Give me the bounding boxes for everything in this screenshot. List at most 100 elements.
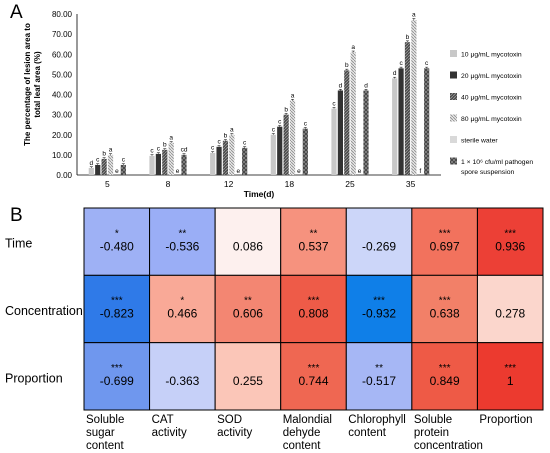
- cell-value: 0.278: [495, 307, 525, 321]
- significance-letter: a: [412, 11, 416, 18]
- heatmap-cell: [411, 274, 478, 344]
- bar: [270, 134, 276, 175]
- significance-letter: c: [399, 60, 403, 67]
- significance-mark: *: [180, 296, 184, 307]
- significance-mark: ***: [308, 363, 320, 374]
- cell-value: -0.536: [165, 239, 199, 253]
- y-axis-title: The percentage of lesion area tototal le…: [23, 23, 42, 146]
- heatmap-cell: [280, 342, 347, 411]
- significance-letter: e: [297, 168, 301, 175]
- x-tick-label: 8: [166, 179, 171, 189]
- heatmap-cell: [280, 274, 347, 344]
- significance-mark: **: [310, 228, 318, 239]
- significance-letter: b: [406, 34, 410, 41]
- significance-mark: ***: [439, 228, 451, 239]
- legend-label: 80 μg/mL mycotoxin: [461, 116, 522, 123]
- row-label: Concentration: [5, 304, 83, 318]
- legend-swatch: [450, 50, 457, 57]
- cell-value: 0.697: [430, 239, 460, 253]
- significance-letter: f: [419, 168, 421, 175]
- panel-label-b: B: [10, 205, 23, 226]
- column-label: Soluble sugar content: [86, 414, 125, 452]
- cell-value: 0.808: [298, 307, 328, 321]
- column-label: SOD activity: [217, 414, 252, 439]
- significance-mark: ***: [439, 296, 451, 307]
- y-tick-label: 70.00: [52, 30, 73, 39]
- cell-value: 1: [507, 374, 514, 388]
- bar: [398, 68, 404, 175]
- y-tick-label: 40.00: [52, 91, 73, 100]
- significance-letter: a: [351, 44, 355, 51]
- column-label: CAT activity: [152, 414, 187, 439]
- column-label: Proportion: [479, 414, 532, 426]
- heatmap-cell: [280, 207, 347, 276]
- heatmap-cell: [149, 207, 216, 276]
- significance-letter: e: [176, 168, 180, 175]
- bar: [302, 128, 308, 175]
- bar: [404, 42, 411, 175]
- x-tick-label: 35: [406, 179, 416, 189]
- heatmap-cell: [411, 342, 478, 411]
- significance-letter: a: [230, 127, 234, 134]
- significance-letter: c: [150, 148, 154, 155]
- significance-mark: ***: [373, 296, 385, 307]
- column-label: Soluble protein concentration: [414, 414, 483, 452]
- cell-value: -0.363: [165, 374, 199, 388]
- heatmap-cell: [214, 342, 282, 411]
- significance-letter: a: [109, 147, 113, 154]
- bar: [120, 164, 126, 175]
- significance-letter: e: [115, 168, 119, 175]
- significance-letter: c: [425, 60, 429, 67]
- x-tick-label: 25: [345, 179, 355, 189]
- heatmap-cell: [149, 274, 216, 344]
- significance-letter: c: [304, 121, 308, 128]
- y-tick-label: 80.00: [52, 10, 73, 19]
- bar: [331, 108, 337, 175]
- bar: [95, 164, 101, 175]
- cell-value: 0.086: [233, 239, 263, 253]
- significance-mark: ***: [504, 363, 516, 374]
- heatmap-cell: [83, 207, 151, 276]
- significance-letter: e: [236, 168, 240, 175]
- legend-label: 1 × 10⁶ cfu/ml pathogen spore suspension: [461, 159, 533, 176]
- bar: [216, 146, 222, 175]
- heatmap-cell: [149, 342, 216, 411]
- bar: [242, 147, 248, 175]
- significance-mark: ***: [504, 228, 516, 239]
- significance-mark: ***: [111, 363, 123, 374]
- heatmap-cell: [476, 274, 544, 344]
- significance-letter: c: [272, 127, 276, 134]
- x-tick-label: 12: [224, 179, 234, 189]
- bar: [411, 20, 417, 175]
- cell-value: 0.255: [233, 374, 263, 388]
- significance-letter: e: [358, 168, 362, 175]
- cell-value: -0.269: [362, 239, 396, 253]
- column-label: Malondial dehyde content: [283, 414, 332, 452]
- row-label: Time: [5, 237, 32, 251]
- cell-value: -0.823: [100, 307, 134, 321]
- significance-letter: a: [291, 92, 295, 99]
- heatmap-cell: [83, 342, 151, 411]
- significance-letter: b: [284, 106, 288, 113]
- significance-letter: d: [339, 82, 343, 89]
- significance-mark: ***: [308, 296, 320, 307]
- cell-value: 0.606: [233, 307, 263, 321]
- y-tick-label: 0.00: [56, 171, 72, 180]
- bar: [277, 126, 283, 175]
- cell-value: -0.517: [362, 374, 396, 388]
- x-tick-label: 5: [105, 179, 110, 189]
- bar-chart-lesion-area: 0.00 10.00 20.00 30.00 40.00 50.00 60.00 70.00 8…: [23, 10, 533, 199]
- bar: [283, 114, 289, 175]
- bar: [155, 153, 161, 175]
- cell-value: -0.699: [100, 374, 134, 388]
- significance-mark: **: [244, 296, 252, 307]
- bar: [181, 154, 187, 175]
- heatmap-cell: [345, 342, 413, 411]
- significance-mark: **: [375, 363, 383, 374]
- legend-swatch: [450, 157, 457, 165]
- legend-label: 40 μg/mL mycotoxin: [461, 95, 522, 102]
- column-label: Chlorophyll content: [348, 414, 406, 439]
- x-tick-label: 18: [285, 179, 295, 189]
- significance-letter: c: [217, 139, 221, 146]
- bar: [289, 100, 296, 175]
